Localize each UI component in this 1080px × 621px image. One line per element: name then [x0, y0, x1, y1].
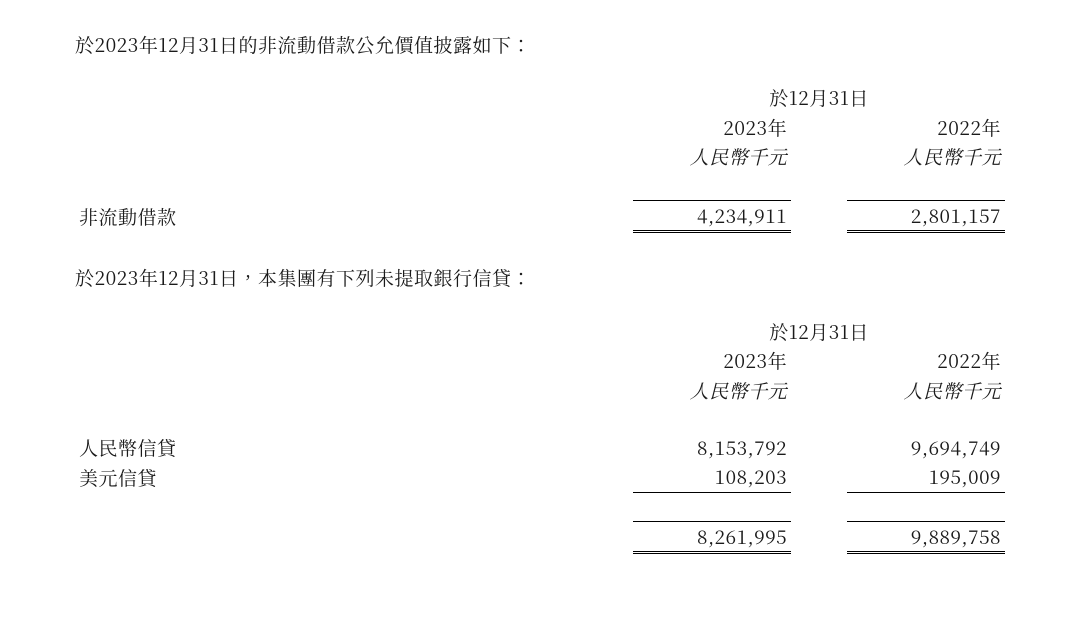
- table-row: 人民幣信貸 8,153,792 9,694,749: [75, 433, 1005, 462]
- row-label: 美元信貸: [75, 462, 577, 492]
- cell-2022: 9,694,749: [847, 433, 1005, 462]
- cell-2023: 8,153,792: [633, 433, 791, 462]
- header-unit-row: 人民幣千元 人民幣千元: [75, 376, 1005, 405]
- non-current-borrowings-table: 於12月31日 2023年 2022年 人民幣千元 人民幣千元 非流動借款 4,…: [75, 83, 1005, 233]
- intro-paragraph-2: 於2023年12月31日，本集團有下列未提取銀行信貸：: [75, 263, 1005, 292]
- header-super-row: 於12月31日: [75, 83, 1005, 112]
- header-year-row: 2023年 2022年: [75, 113, 1005, 142]
- header-2023-year: 2023年: [633, 113, 791, 142]
- header-2022-unit: 人民幣千元: [847, 142, 1005, 171]
- header-2022-year: 2022年: [847, 346, 1005, 375]
- table-1-block: 於12月31日 2023年 2022年 人民幣千元 人民幣千元 非流動借款 4,…: [75, 83, 1005, 233]
- cell-2022: 2,801,157: [847, 200, 1005, 231]
- page-content: 於2023年12月31日的非流動借款公允價值披露如下： 於12月31日 2023…: [0, 0, 1080, 614]
- intro-paragraph-1: 於2023年12月31日的非流動借款公允價值披露如下：: [75, 30, 1005, 59]
- header-2023-unit: 人民幣千元: [633, 142, 791, 171]
- table-2-block: 於12月31日 2023年 2022年 人民幣千元 人民幣千元 人民幣信貸 8,…: [75, 317, 1005, 555]
- spacer-row: [75, 492, 1005, 521]
- header-year-row: 2023年 2022年: [75, 346, 1005, 375]
- header-2023-unit: 人民幣千元: [633, 376, 791, 405]
- row-label: 非流動借款: [75, 200, 577, 231]
- undrawn-credit-table: 於12月31日 2023年 2022年 人民幣千元 人民幣千元 人民幣信貸 8,…: [75, 317, 1005, 555]
- header-super-row: 於12月31日: [75, 317, 1005, 346]
- cell-2022: 195,009: [847, 462, 1005, 492]
- header-2022-unit: 人民幣千元: [847, 376, 1005, 405]
- table-row: 美元信貸 108,203 195,009: [75, 462, 1005, 492]
- spacer-row: [75, 405, 1005, 433]
- header-unit-row: 人民幣千元 人民幣千元: [75, 142, 1005, 171]
- cell-2023: 108,203: [633, 462, 791, 492]
- total-2022: 9,889,758: [847, 521, 1005, 552]
- header-super: 於12月31日: [633, 83, 1005, 112]
- total-row: 8,261,995 9,889,758: [75, 521, 1005, 552]
- table-row: 非流動借款 4,234,911 2,801,157: [75, 200, 1005, 231]
- header-2022-year: 2022年: [847, 113, 1005, 142]
- spacer-row: [75, 172, 1005, 201]
- cell-2023: 4,234,911: [633, 200, 791, 231]
- header-2023-year: 2023年: [633, 346, 791, 375]
- total-2023: 8,261,995: [633, 521, 791, 552]
- header-super: 於12月31日: [633, 317, 1005, 346]
- row-label: 人民幣信貸: [75, 433, 577, 462]
